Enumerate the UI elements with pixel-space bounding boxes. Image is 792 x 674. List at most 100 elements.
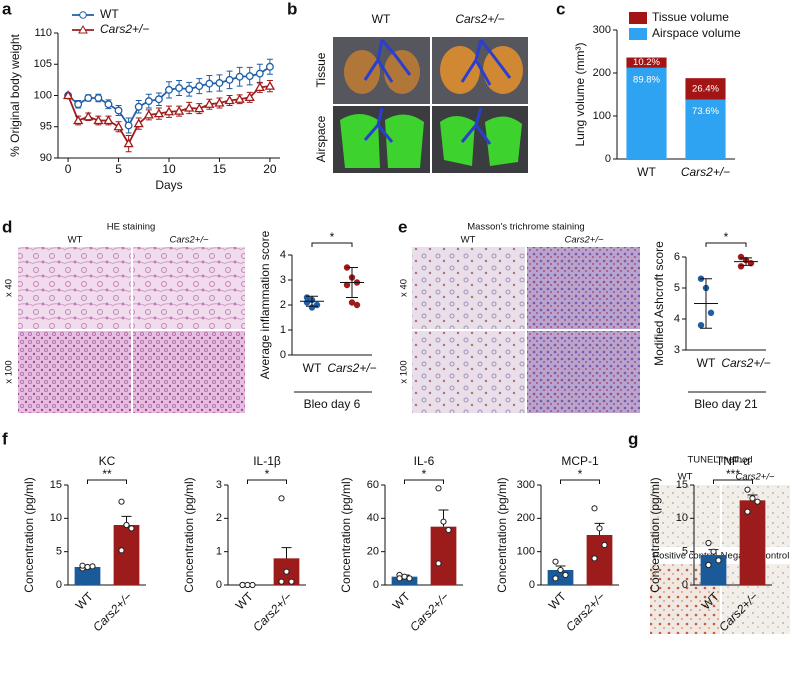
y-tick-label: 15 <box>50 479 62 491</box>
y-tick-label: 20 <box>367 546 379 558</box>
y-tick-label: 1 <box>216 546 222 558</box>
marker <box>244 92 255 102</box>
data-point <box>348 299 356 306</box>
micrograph <box>412 247 525 329</box>
bar <box>391 576 418 585</box>
y-tick-label: 100 <box>34 89 52 101</box>
data-point <box>705 561 712 569</box>
sd-bar <box>306 295 318 307</box>
y-tick-label: 1 <box>280 324 286 336</box>
marker <box>154 95 163 104</box>
error-bar <box>281 547 292 559</box>
x-tick-label: Cars2+/− <box>721 356 770 370</box>
marker <box>144 97 153 106</box>
marker <box>205 79 214 88</box>
marker <box>165 85 173 94</box>
row-label: x 100 <box>4 360 15 383</box>
tissue-signal <box>440 46 480 94</box>
x-tick-label: 0 <box>65 162 72 176</box>
data-point <box>715 557 722 564</box>
y-axis-label: Concentration (pg/ml) <box>648 477 662 592</box>
y-tick-label: 5 <box>682 546 688 558</box>
micrograph <box>18 247 131 329</box>
marker <box>83 111 94 121</box>
data-point <box>123 521 130 529</box>
panel-letter: c <box>556 0 565 18</box>
data-point <box>754 498 761 505</box>
segment-label: 26.4% <box>692 83 719 94</box>
marker <box>93 115 104 125</box>
legend-swatch <box>629 12 647 24</box>
airspace-signal <box>440 116 522 166</box>
data-point <box>84 563 91 571</box>
significance-bracket <box>713 479 753 484</box>
chart-title: KC <box>99 454 116 468</box>
data-point <box>128 525 135 532</box>
airway <box>460 107 492 145</box>
data-point <box>552 575 559 582</box>
data-point <box>596 525 603 532</box>
marker <box>195 82 204 91</box>
data-point <box>118 547 125 554</box>
data-point <box>239 581 246 589</box>
y-tick-label: 0 <box>373 579 379 591</box>
y-axis-label: Lung volume (mm³) <box>573 42 587 146</box>
data-point <box>737 263 745 270</box>
y-tick-label: 0 <box>56 579 62 591</box>
data-point <box>744 508 751 515</box>
data-point <box>440 518 447 525</box>
tissue-signal <box>344 50 380 94</box>
y-tick-label: 90 <box>40 152 52 164</box>
data-point <box>278 495 285 502</box>
data-point <box>737 253 745 261</box>
airway <box>363 39 412 83</box>
marker <box>134 102 143 111</box>
marker <box>214 97 225 107</box>
panel-title: TUNEL method <box>687 455 752 466</box>
segment-label: 10.2% <box>633 57 660 68</box>
y-axis-label: Concentration (pg/ml) <box>22 477 36 592</box>
micrograph <box>133 247 245 329</box>
y-tick-label: 100 <box>593 110 611 122</box>
data-point <box>249 581 256 589</box>
data-point <box>557 566 564 574</box>
y-tick-label: 3 <box>216 479 222 491</box>
significance: * <box>724 230 729 244</box>
y-axis-label: Average inflammation score <box>258 230 272 379</box>
bar <box>700 555 727 585</box>
marker <box>84 94 93 102</box>
image-label: Positive control <box>653 551 717 562</box>
marker <box>104 100 113 109</box>
marker <box>225 75 234 84</box>
data-point <box>744 486 751 493</box>
marker <box>113 121 124 131</box>
data-point <box>707 309 715 316</box>
micrograph <box>133 331 245 413</box>
airway <box>363 107 394 143</box>
y-axis-label: % Original body weight <box>8 33 22 156</box>
micrograph <box>527 331 640 413</box>
y-tick-label: 200 <box>517 512 535 524</box>
panel-title: Masson's trichrome staining <box>467 222 584 233</box>
y-tick-label: 2 <box>216 512 222 524</box>
row-label: x 40 <box>399 279 410 297</box>
significance-bracket <box>404 479 444 484</box>
segment-label: 89.8% <box>633 74 660 85</box>
data-point <box>445 526 452 534</box>
bar <box>74 567 101 585</box>
significance: * <box>422 467 427 481</box>
marker <box>194 103 205 113</box>
legend-label: Airspace volume <box>652 26 741 40</box>
data-point <box>697 322 705 329</box>
marker <box>234 93 245 103</box>
panel-letter: d <box>2 217 12 236</box>
marker <box>184 102 195 112</box>
data-point <box>601 541 608 549</box>
marker <box>224 95 235 105</box>
legend-label: WT <box>100 7 119 21</box>
y-tick-label: 4 <box>674 313 680 325</box>
significance-bracket <box>560 479 600 484</box>
y-tick-label: 110 <box>34 27 52 39</box>
marker <box>245 72 254 81</box>
data-point <box>552 558 559 565</box>
